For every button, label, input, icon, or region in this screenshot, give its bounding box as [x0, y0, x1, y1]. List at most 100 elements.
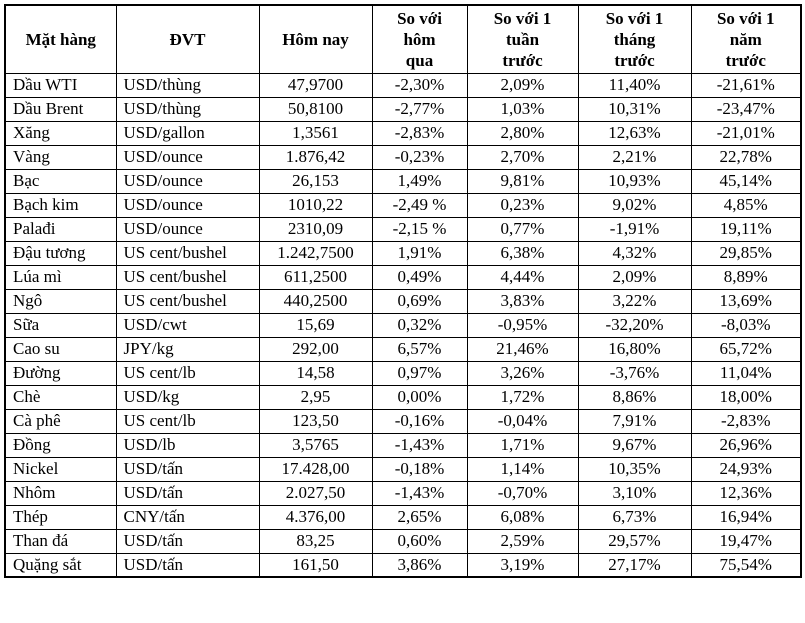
- price-today-cell: 161,50: [258, 552, 373, 578]
- unit-cell: USD/kg: [115, 384, 260, 410]
- change-vs-year-cell: -21,01%: [690, 120, 802, 146]
- table-row: Cao su JPY/kg 292,00 6,57% 21,46% 16,80% 65,72…: [4, 336, 802, 362]
- change-vs-month-cell: 16,80%: [577, 336, 692, 362]
- change-vs-week-cell: 0,23%: [466, 192, 579, 218]
- change-vs-week-cell: 1,72%: [466, 384, 579, 410]
- commodity-name-cell: Đồng: [4, 432, 117, 458]
- table-row: Xăng USD/gallon 1,3561 -2,83% 2,80% 12,63% -21…: [4, 120, 802, 146]
- change-vs-yesterday-cell: -2,77%: [371, 96, 468, 122]
- change-vs-year-cell: -23,47%: [690, 96, 802, 122]
- change-vs-year-cell: 13,69%: [690, 288, 802, 314]
- change-vs-yesterday-cell: -2,15 %: [371, 216, 468, 242]
- column-header-commodity: Mặt hàng: [4, 4, 117, 74]
- column-header-vs-yesterday: So với hôm qua: [371, 4, 468, 74]
- change-vs-yesterday-cell: 0,00%: [371, 384, 468, 410]
- price-today-cell: 26,153: [258, 168, 373, 194]
- column-header-vs-year: So với 1 năm trước: [690, 4, 802, 74]
- change-vs-month-cell: 2,09%: [577, 264, 692, 290]
- price-today-cell: 3,5765: [258, 432, 373, 458]
- change-vs-month-cell: 2,21%: [577, 144, 692, 170]
- commodity-name-cell: Lúa mì: [4, 264, 117, 290]
- change-vs-year-cell: 11,04%: [690, 360, 802, 386]
- commodity-price-table: Mặt hàng ĐVT Hôm nay So với hôm qua So với 1…: [4, 4, 802, 578]
- change-vs-month-cell: 7,91%: [577, 408, 692, 434]
- change-vs-yesterday-cell: -0,16%: [371, 408, 468, 434]
- table-row: Vàng USD/ounce 1.876,42 -0,23% 2,70% 2,21% 22,…: [4, 144, 802, 170]
- change-vs-yesterday-cell: -2,30%: [371, 72, 468, 98]
- price-today-cell: 292,00: [258, 336, 373, 362]
- price-today-cell: 1.876,42: [258, 144, 373, 170]
- change-vs-month-cell: 9,67%: [577, 432, 692, 458]
- change-vs-year-cell: 45,14%: [690, 168, 802, 194]
- change-vs-week-cell: 2,59%: [466, 528, 579, 554]
- change-vs-year-cell: 16,94%: [690, 504, 802, 530]
- change-vs-month-cell: 11,40%: [577, 72, 692, 98]
- commodity-name-cell: Bạch kim: [4, 192, 117, 218]
- commodity-name-cell: Quặng sắt: [4, 552, 117, 578]
- change-vs-yesterday-cell: 0,49%: [371, 264, 468, 290]
- commodity-name-cell: Than đá: [4, 528, 117, 554]
- commodity-name-cell: Thép: [4, 504, 117, 530]
- commodity-name-cell: Nhôm: [4, 480, 117, 506]
- change-vs-year-cell: 8,89%: [690, 264, 802, 290]
- table-row: Đậu tương US cent/bushel 1.242,7500 1,91% 6,…: [4, 240, 802, 266]
- change-vs-week-cell: -0,04%: [466, 408, 579, 434]
- change-vs-week-cell: 3,26%: [466, 360, 579, 386]
- change-vs-month-cell: 3,10%: [577, 480, 692, 506]
- commodity-name-cell: Ngô: [4, 288, 117, 314]
- price-today-cell: 15,69: [258, 312, 373, 338]
- change-vs-week-cell: -0,95%: [466, 312, 579, 338]
- commodity-name-cell: Chè: [4, 384, 117, 410]
- table-row: Thép CNY/tấn 4.376,00 2,65% 6,08% 6,73% 16,94%: [4, 504, 802, 530]
- change-vs-yesterday-cell: -1,43%: [371, 432, 468, 458]
- column-header-vs-week: So với 1 tuần trước: [466, 4, 579, 74]
- change-vs-week-cell: -0,70%: [466, 480, 579, 506]
- change-vs-year-cell: 22,78%: [690, 144, 802, 170]
- change-vs-year-cell: -8,03%: [690, 312, 802, 338]
- column-header-vs-month: So với 1 tháng trước: [577, 4, 692, 74]
- unit-cell: USD/lb: [115, 432, 260, 458]
- table-row: Dầu Brent USD/thùng 50,8100 -2,77% 1,03% 10,3…: [4, 96, 802, 122]
- change-vs-month-cell: 10,31%: [577, 96, 692, 122]
- change-vs-year-cell: 29,85%: [690, 240, 802, 266]
- change-vs-week-cell: 4,44%: [466, 264, 579, 290]
- unit-cell: USD/cwt: [115, 312, 260, 338]
- change-vs-yesterday-cell: 0,69%: [371, 288, 468, 314]
- change-vs-month-cell: -32,20%: [577, 312, 692, 338]
- change-vs-yesterday-cell: -2,49 %: [371, 192, 468, 218]
- unit-cell: USD/ounce: [115, 192, 260, 218]
- unit-cell: USD/ounce: [115, 168, 260, 194]
- commodity-name-cell: Dầu Brent: [4, 96, 117, 122]
- change-vs-week-cell: 3,19%: [466, 552, 579, 578]
- change-vs-yesterday-cell: 6,57%: [371, 336, 468, 362]
- price-today-cell: 2.027,50: [258, 480, 373, 506]
- table-row: Than đá USD/tấn 83,25 0,60% 2,59% 29,57% 19,47…: [4, 528, 802, 554]
- price-today-cell: 1.242,7500: [258, 240, 373, 266]
- unit-cell: USD/tấn: [115, 456, 260, 482]
- unit-cell: US cent/lb: [115, 360, 260, 386]
- change-vs-year-cell: 18,00%: [690, 384, 802, 410]
- table-row: Cà phê US cent/lb 123,50 -0,16% -0,04% 7,91% -…: [4, 408, 802, 434]
- change-vs-week-cell: 6,38%: [466, 240, 579, 266]
- table-body: Dầu WTI USD/thùng 47,9700 -2,30% 2,09% 11,40%…: [4, 72, 802, 578]
- change-vs-year-cell: 24,93%: [690, 456, 802, 482]
- commodity-name-cell: Vàng: [4, 144, 117, 170]
- change-vs-week-cell: 2,09%: [466, 72, 579, 98]
- change-vs-year-cell: -2,83%: [690, 408, 802, 434]
- change-vs-yesterday-cell: 0,60%: [371, 528, 468, 554]
- unit-cell: USD/tấn: [115, 552, 260, 578]
- table-row: Bạc USD/ounce 26,153 1,49% 9,81% 10,93% 45,14%: [4, 168, 802, 194]
- unit-cell: CNY/tấn: [115, 504, 260, 530]
- unit-cell: JPY/kg: [115, 336, 260, 362]
- change-vs-month-cell: 8,86%: [577, 384, 692, 410]
- unit-cell: US cent/lb: [115, 408, 260, 434]
- change-vs-year-cell: 19,11%: [690, 216, 802, 242]
- commodity-name-cell: Bạc: [4, 168, 117, 194]
- change-vs-month-cell: 10,93%: [577, 168, 692, 194]
- unit-cell: USD/tấn: [115, 480, 260, 506]
- change-vs-year-cell: 75,54%: [690, 552, 802, 578]
- change-vs-month-cell: -1,91%: [577, 216, 692, 242]
- unit-cell: US cent/bushel: [115, 288, 260, 314]
- change-vs-week-cell: 3,83%: [466, 288, 579, 314]
- change-vs-yesterday-cell: 0,32%: [371, 312, 468, 338]
